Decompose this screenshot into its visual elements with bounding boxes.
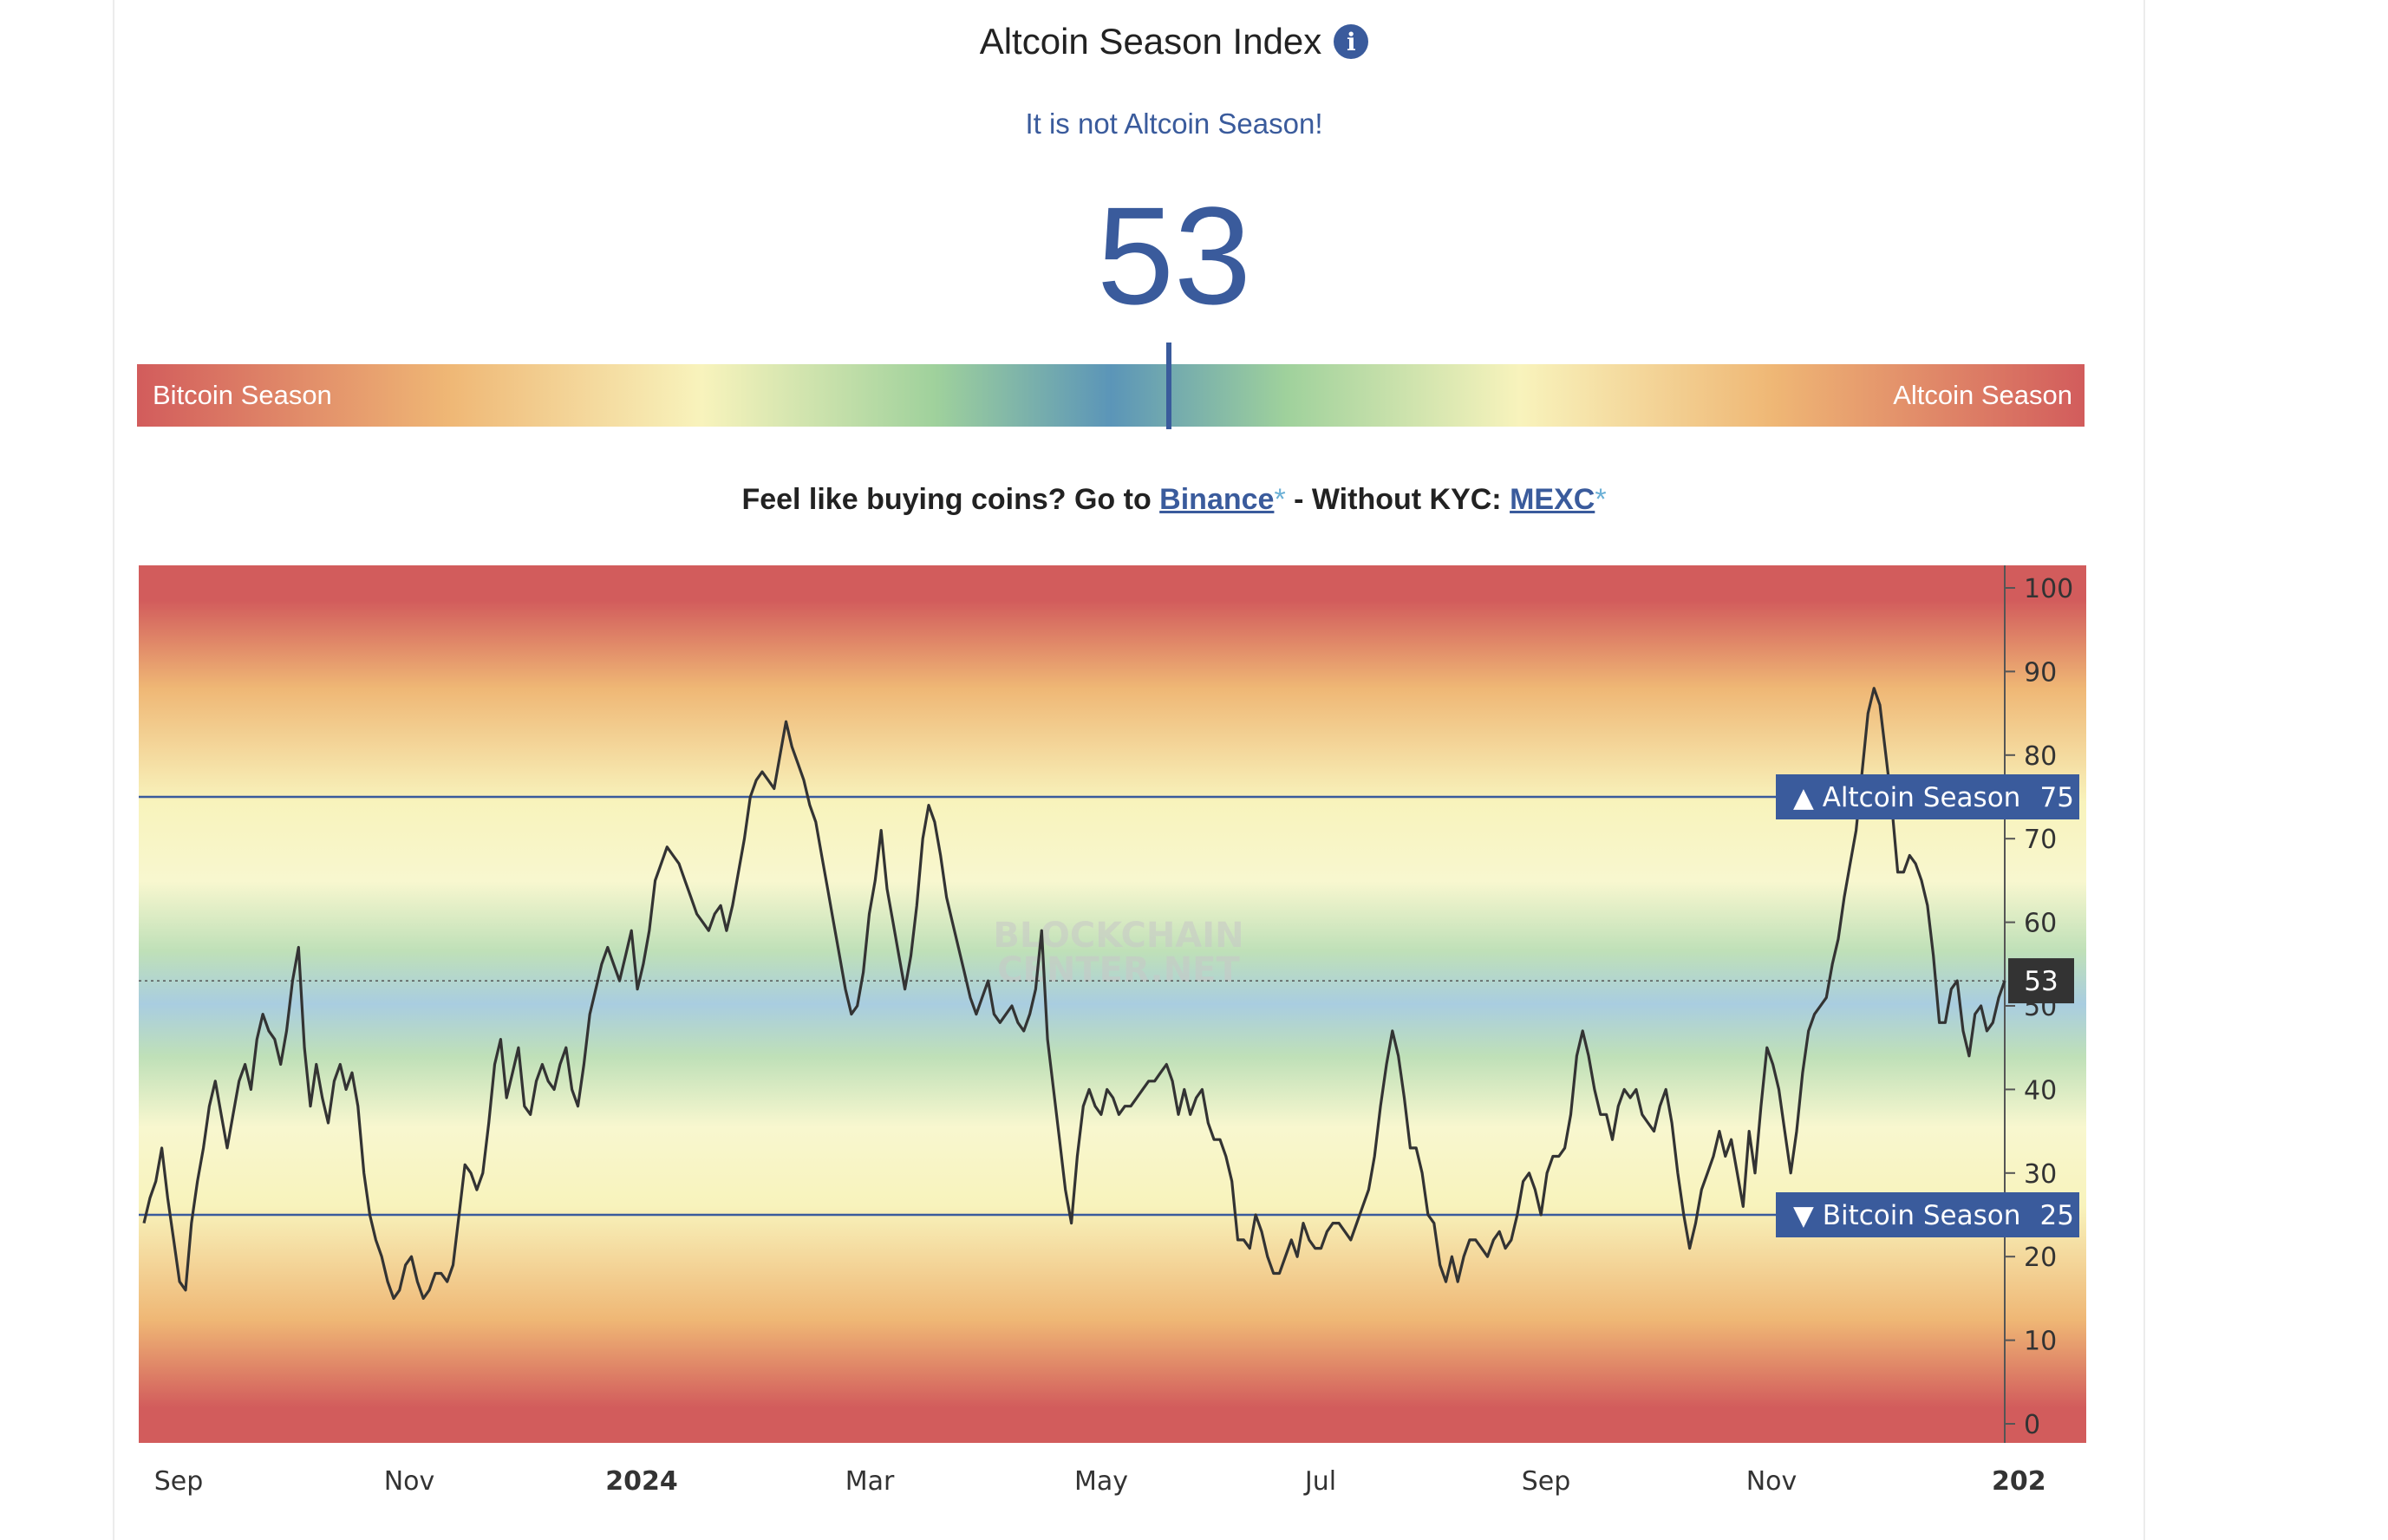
- page-title: Altcoin Season Index: [979, 21, 1322, 62]
- reference-badge-value: 25: [2040, 1200, 2074, 1231]
- y-tick-label: 70: [2024, 825, 2057, 855]
- watermark-text: CENTER.NET: [997, 950, 1240, 990]
- x-tick-label: Sep: [154, 1466, 204, 1497]
- mexc-link[interactable]: MEXC: [1510, 483, 1595, 516]
- reference-badge-label: ▲ Altcoin Season: [1793, 782, 2020, 813]
- current-badge: 53: [2008, 958, 2074, 1004]
- y-tick-label: 20: [2024, 1243, 2057, 1273]
- gauge-needle: [1166, 343, 1172, 429]
- gauge-label-bitcoin: Bitcoin Season: [153, 380, 332, 410]
- info-icon[interactable]: i: [1334, 24, 1369, 59]
- buy-middle: - Without KYC:: [1285, 483, 1510, 516]
- reference-badge-value: 75: [2040, 782, 2074, 813]
- x-tick-label: 202: [1992, 1466, 2046, 1497]
- x-tick-label: 2024: [605, 1466, 678, 1497]
- season-status: It is not Altcoin Season!: [1025, 108, 1323, 140]
- chart-background: [139, 565, 2086, 1443]
- gauge-label-altcoin: Altcoin Season: [1893, 380, 2072, 410]
- binance-link[interactable]: Binance: [1159, 483, 1275, 516]
- x-tick-label: Jul: [1303, 1466, 1336, 1497]
- current-badge-label: 53: [2024, 966, 2058, 997]
- y-tick-label: 10: [2024, 1327, 2057, 1357]
- y-tick-label: 100: [2024, 574, 2073, 604]
- mexc-asterisk: *: [1595, 483, 1607, 516]
- series-line: [142, 687, 2006, 1300]
- x-tick-label: May: [1074, 1466, 1128, 1497]
- reference-badge-box: [1776, 774, 2079, 819]
- y-tick-label: 80: [2024, 741, 2057, 772]
- y-tick-label: 40: [2024, 1075, 2057, 1106]
- y-tick-label: 0: [2024, 1410, 2040, 1440]
- y-tick-label: 30: [2024, 1159, 2057, 1190]
- binance-asterisk: *: [1274, 483, 1286, 516]
- y-tick-label: 90: [2024, 657, 2057, 688]
- season-gauge: Bitcoin Season Altcoin Season: [137, 364, 2085, 427]
- title-row: Altcoin Season Index i: [0, 16, 2348, 68]
- x-tick-label: Sep: [1522, 1466, 1571, 1497]
- buy-coins-line: Feel like buying coins? Go to Binance* -…: [0, 483, 2348, 517]
- buy-prefix: Feel like buying coins? Go to: [741, 483, 1160, 516]
- x-tick-label: Nov: [1746, 1466, 1798, 1497]
- x-tick-label: Mar: [845, 1466, 895, 1497]
- reference-badge: ▲ Altcoin Season 75: [1776, 774, 2079, 819]
- current-badge-box: [2008, 958, 2074, 1004]
- reference-badge-label: ▼ Bitcoin Season: [1793, 1200, 2020, 1231]
- y-tick-label: 60: [2024, 909, 2057, 939]
- watermark-text: BLOCKCHAIN: [993, 916, 1243, 956]
- x-tick-label: Nov: [384, 1466, 435, 1497]
- page-border-left: [113, 0, 114, 1540]
- index-value: 53: [1097, 178, 1251, 333]
- reference-badge: ▼ Bitcoin Season 25: [1776, 1192, 2079, 1237]
- reference-badge-box: [1776, 1192, 2079, 1237]
- page-border-right: [2143, 0, 2145, 1540]
